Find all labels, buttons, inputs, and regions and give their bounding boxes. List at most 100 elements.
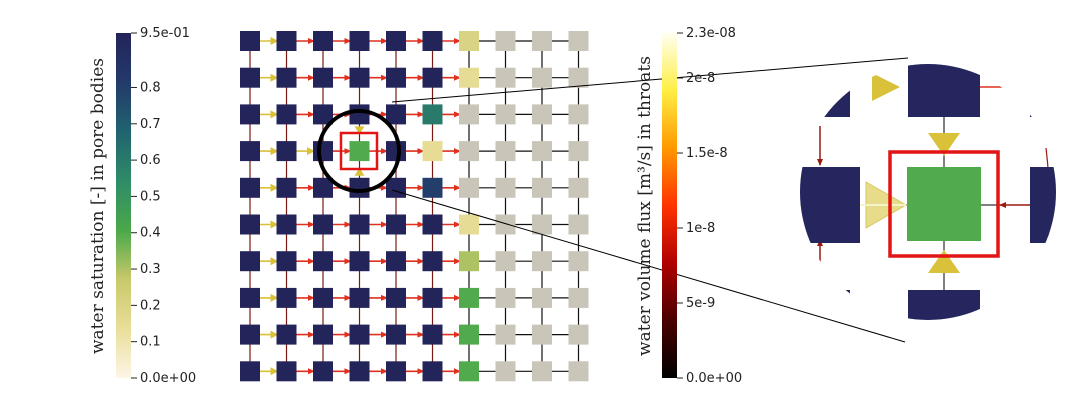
colorbar-tick-label: 0.2 <box>140 298 161 313</box>
inset-pore-top <box>908 64 980 117</box>
pore-body <box>568 177 589 198</box>
pore-body <box>495 141 516 162</box>
pore-body <box>495 287 516 308</box>
pore-body <box>532 214 552 235</box>
pore-body <box>422 141 443 162</box>
inset-flux-glyph-top <box>928 133 960 156</box>
pore-body <box>459 361 479 382</box>
pore-body <box>532 141 552 162</box>
pore-body <box>240 31 260 51</box>
inset-pore-bottomleft <box>800 290 850 320</box>
pore-body <box>568 31 589 51</box>
zoom-line-top <box>391 57 909 103</box>
pore-body <box>240 104 260 125</box>
pore-body <box>276 141 297 162</box>
pore-body <box>313 104 333 125</box>
pore-body <box>568 251 589 272</box>
pore-body <box>313 251 333 272</box>
inset-pore-center <box>907 167 981 241</box>
pore-body <box>240 361 260 382</box>
pore-body <box>495 214 516 235</box>
pore-body <box>459 31 479 51</box>
saturation-colorbar-ticks: 9.5e-01 0.8 0.7 0.6 0.5 0.4 0.3 0.2 0.1 0.0e+00 <box>131 26 196 386</box>
pore-body <box>276 287 297 308</box>
pore-body <box>459 67 479 88</box>
colorbar-tick-label: 0.7 <box>140 117 161 132</box>
colorbar-tick-label: 0.6 <box>140 153 161 168</box>
pore-body <box>568 361 589 382</box>
pore-body <box>313 361 333 382</box>
flux-colorbar-ticks: 2.3e-08 2e-8 1.5e-8 1e-8 5e-9 0.0e+00 <box>677 26 742 386</box>
pore-body <box>386 31 406 51</box>
pore-body <box>313 287 333 308</box>
pore-body <box>313 214 333 235</box>
colorbar-tick-label: 0.0e+00 <box>686 371 742 386</box>
pore-body <box>386 141 406 162</box>
flux-colorbar-title: water volume flux [m³/s] in throats <box>635 56 655 356</box>
saturation-colorbar-gradient <box>116 33 131 378</box>
pore-body <box>386 324 406 345</box>
pore-body <box>276 214 297 235</box>
pore-body <box>422 324 443 345</box>
pore-body <box>495 67 516 88</box>
pore-body <box>422 177 443 198</box>
pore-body <box>459 251 479 272</box>
colorbar-tick-label: 0.5 <box>140 189 161 204</box>
colorbar-tick-label: 5e-9 <box>686 296 715 311</box>
pore-body <box>313 324 333 345</box>
flux-colorbar: 2.3e-08 2e-8 1.5e-8 1e-8 5e-9 0.0e+00 water v… <box>635 26 742 386</box>
pore-body <box>276 361 297 382</box>
pore-body <box>532 177 552 198</box>
pore-body <box>568 67 589 88</box>
pore-body <box>495 31 516 51</box>
pore-body <box>532 31 552 51</box>
flux-arrow-down <box>354 126 365 135</box>
pore-body <box>276 67 297 88</box>
saturation-colorbar-title: water saturation [-] in pore bodies <box>88 58 108 354</box>
flux-colorbar-gradient <box>662 33 677 378</box>
pore-body <box>422 104 443 125</box>
pore-body <box>240 141 260 162</box>
pore-body <box>459 141 479 162</box>
pore-body <box>276 251 297 272</box>
pore-body <box>459 177 479 198</box>
pore-body <box>349 287 370 308</box>
pore-body <box>349 251 370 272</box>
pore-body <box>532 361 552 382</box>
pore-body <box>422 214 443 235</box>
flux-arrow-up <box>354 167 365 176</box>
pore-body <box>568 141 589 162</box>
inset-pore-topleft <box>800 64 850 117</box>
pore-body <box>349 324 370 345</box>
pore-body <box>349 31 370 51</box>
pore-body <box>532 67 552 88</box>
pore-body <box>459 214 479 235</box>
pore-body <box>349 104 370 125</box>
pore-body <box>532 104 552 125</box>
zoom-line-bottom <box>391 189 906 343</box>
pore-body <box>313 67 333 88</box>
colorbar-tick-label: 9.5e-01 <box>140 26 190 41</box>
pore-body <box>240 324 260 345</box>
pore-body <box>532 324 552 345</box>
pore-body <box>386 67 406 88</box>
pore-body <box>459 104 479 125</box>
inset-pore-bottom <box>908 290 980 320</box>
pore-body <box>349 177 370 198</box>
colorbar-tick-label: 0.8 <box>140 80 161 95</box>
pore-body <box>313 31 333 51</box>
colorbar-tick-label: 0.4 <box>140 226 161 241</box>
pore-body <box>349 214 370 235</box>
pore-body <box>313 141 333 162</box>
pore-body <box>313 177 333 198</box>
pore-body <box>386 104 406 125</box>
pore-body <box>459 324 479 345</box>
inset-flux-glyph-bottom <box>928 250 960 273</box>
inset-flux-glyph-topleft <box>872 73 900 101</box>
pore-body <box>422 251 443 272</box>
colorbar-tick-label: 2.3e-08 <box>686 26 736 41</box>
highlight-circle <box>317 109 401 193</box>
pore-body <box>532 251 552 272</box>
pore-body <box>568 214 589 235</box>
pore-body <box>240 287 260 308</box>
